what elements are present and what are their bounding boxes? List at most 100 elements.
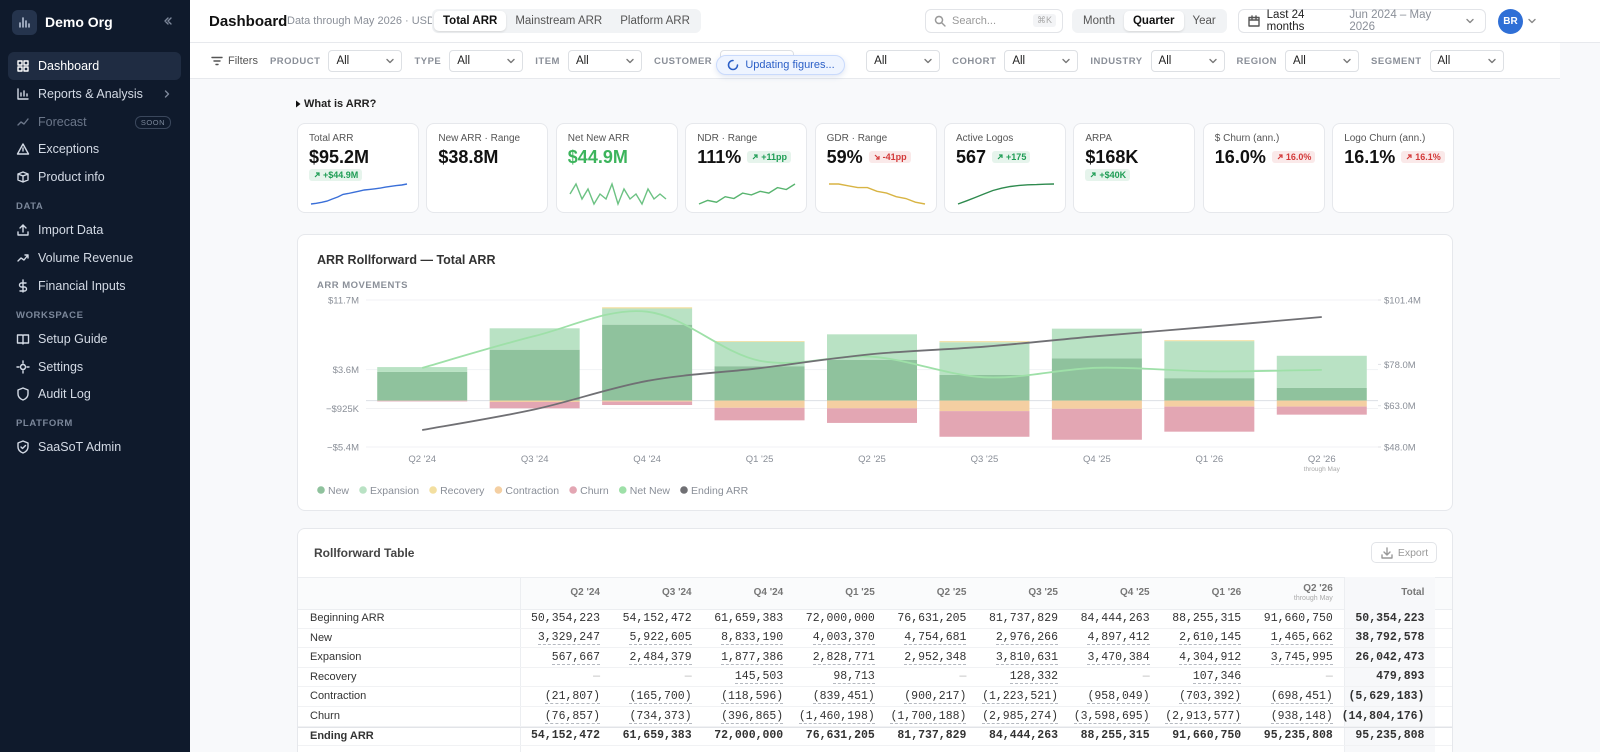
table-cell[interactable]: (1,700,188) — [890, 709, 967, 724]
table-cell[interactable]: (21,807) — [544, 689, 600, 704]
table-cell[interactable]: 3,810,631 — [995, 650, 1058, 665]
table-cell[interactable]: 8,833,190 — [721, 631, 784, 646]
table-cell[interactable]: 2,610,145 — [1179, 631, 1242, 646]
filter-label: ITEM — [535, 55, 560, 67]
period-option[interactable]: Month — [1083, 15, 1115, 27]
table-cell[interactable]: 2,976,266 — [995, 631, 1058, 646]
search-box[interactable]: Search... ⌘K — [925, 9, 1063, 33]
icon-path — [1208, 58, 1217, 64]
table-cell[interactable]: 5,922,605 — [629, 631, 692, 646]
table-cell[interactable]: 107,346 — [1192, 670, 1242, 685]
nav-item[interactable]: Reports & Analysis — [8, 80, 181, 108]
table-cell[interactable]: 567,667 — [551, 650, 600, 665]
table-cell[interactable]: 4,897,412 — [1087, 631, 1150, 646]
table-cell[interactable]: (698,451) — [1270, 689, 1333, 704]
filter-label: TYPE — [414, 55, 442, 67]
table-cell[interactable]: (396,865) — [721, 709, 784, 724]
column-header: Q2 '26 — [1303, 583, 1333, 594]
table-cell[interactable]: (1,460,198) — [798, 709, 875, 724]
filter-select[interactable]: All — [1150, 50, 1225, 72]
table-cell[interactable]: (839,451) — [812, 689, 875, 704]
disclosure-triangle — [296, 100, 301, 108]
filter-value: All — [575, 55, 589, 67]
icon-path — [626, 58, 634, 64]
filter-value: All — [874, 55, 887, 67]
filters-toggle[interactable]: Filters — [210, 54, 258, 68]
nav-item[interactable]: Exceptions — [8, 135, 181, 163]
nav-item[interactable]: Import Data — [8, 216, 181, 244]
table-cell[interactable]: (900,217) — [904, 689, 967, 704]
explainer-toggle[interactable]: What is ARR? — [294, 98, 376, 110]
nav-item[interactable]: Setup Guide — [8, 325, 181, 353]
nav-item[interactable]: Audit Log — [8, 380, 181, 408]
export-label: Export — [1397, 546, 1429, 559]
kpi-delta: 16.1% — [1401, 151, 1445, 163]
table-cell[interactable]: (703,392) — [1179, 689, 1242, 704]
table-cell[interactable]: 3,470,384 — [1087, 650, 1150, 665]
nav-item[interactable]: Volume Revenue — [8, 244, 181, 272]
table-cell[interactable]: 1,465,662 — [1270, 631, 1333, 646]
nav-item[interactable]: Settings — [8, 353, 181, 381]
table-cell[interactable]: 4,003,370 — [812, 631, 875, 646]
nav-item[interactable]: SaaSoT Admin — [8, 433, 181, 461]
nav-section-heading: WORKSPACE — [16, 309, 84, 321]
filter-select[interactable]: All — [449, 50, 524, 72]
table-cell[interactable]: 98,713 — [833, 670, 875, 685]
column-header: Q1 '26 — [1211, 587, 1242, 598]
table-cell[interactable]: 145,503 — [734, 670, 784, 685]
nav-item[interactable]: Financial Inputs — [8, 272, 181, 300]
arr-tab[interactable]: Mainstream ARR — [515, 15, 603, 27]
column-header: Q2 '25 — [936, 587, 967, 598]
table-cell[interactable]: 4,754,681 — [904, 631, 967, 646]
nav-item[interactable]: Dashboard — [8, 52, 181, 80]
filter-select[interactable]: All — [1004, 50, 1079, 72]
filter-select[interactable]: All — [328, 50, 403, 72]
table-cell: 72,000,000 — [805, 611, 875, 625]
sparkline — [698, 183, 796, 205]
filter-select[interactable]: All — [1285, 50, 1360, 72]
period-option[interactable]: Year — [1192, 15, 1216, 27]
table-cell[interactable]: (76,857) — [544, 709, 600, 724]
table-cell[interactable]: (1,223,521) — [982, 689, 1058, 704]
arrow — [874, 154, 880, 160]
arr-tab[interactable]: Platform ARR — [620, 15, 690, 27]
table-cell: 61,659,383 — [714, 611, 784, 625]
table-cell[interactable]: 128,332 — [1009, 670, 1058, 685]
table-cell[interactable]: 2,952,348 — [904, 650, 967, 665]
filter-select[interactable]: All — [567, 50, 642, 72]
table-cell[interactable]: 2,484,379 — [629, 650, 692, 665]
avatar[interactable]: BR — [1498, 9, 1523, 34]
table-cell[interactable]: (938,148) — [1270, 709, 1333, 724]
nav-label: SaaSoT Admin — [38, 440, 122, 455]
table-cell[interactable]: 1,877,386 — [721, 650, 784, 665]
icon — [1062, 58, 1071, 64]
table-cell[interactable]: (3,598,695) — [1073, 709, 1150, 724]
icon — [164, 90, 170, 98]
icon — [1208, 58, 1217, 64]
nav-label: Dashboard — [38, 59, 100, 73]
nav-item[interactable]: Product info — [8, 163, 181, 191]
table-cell[interactable]: 3,329,247 — [537, 631, 600, 646]
table-cell[interactable]: (165,700) — [629, 689, 692, 704]
icon — [16, 334, 30, 345]
kpi-value: 16.0% — [1214, 146, 1266, 167]
table-cell[interactable]: (958,049) — [1087, 689, 1150, 704]
kpi-row: 111% +11pp — [697, 146, 792, 168]
table-cell[interactable]: (734,373) — [629, 709, 692, 724]
table-cell: 81,737,829 — [897, 729, 967, 743]
arr-tab[interactable]: Total ARR — [434, 11, 507, 31]
export-button[interactable]: Export — [1371, 542, 1437, 563]
table-cell[interactable]: (2,985,274) — [982, 709, 1058, 724]
table-cell[interactable]: (2,913,577) — [1165, 709, 1242, 724]
filter-select[interactable]: All — [866, 50, 941, 72]
table-cell[interactable]: 3,745,995 — [1270, 650, 1333, 665]
table-cell[interactable]: 2,828,771 — [812, 650, 875, 665]
icon — [17, 88, 29, 100]
table-cell[interactable]: (118,596) — [721, 689, 784, 704]
filter-select[interactable]: All — [1429, 50, 1504, 72]
filters-label: Filters — [228, 55, 258, 67]
period-option[interactable]: Quarter — [1123, 11, 1184, 31]
table-cell[interactable]: 4,304,912 — [1179, 650, 1242, 665]
icon-path — [1248, 15, 1260, 27]
date-range[interactable]: Last 24 months Jun 2024 – May 2026 — [1238, 9, 1486, 33]
